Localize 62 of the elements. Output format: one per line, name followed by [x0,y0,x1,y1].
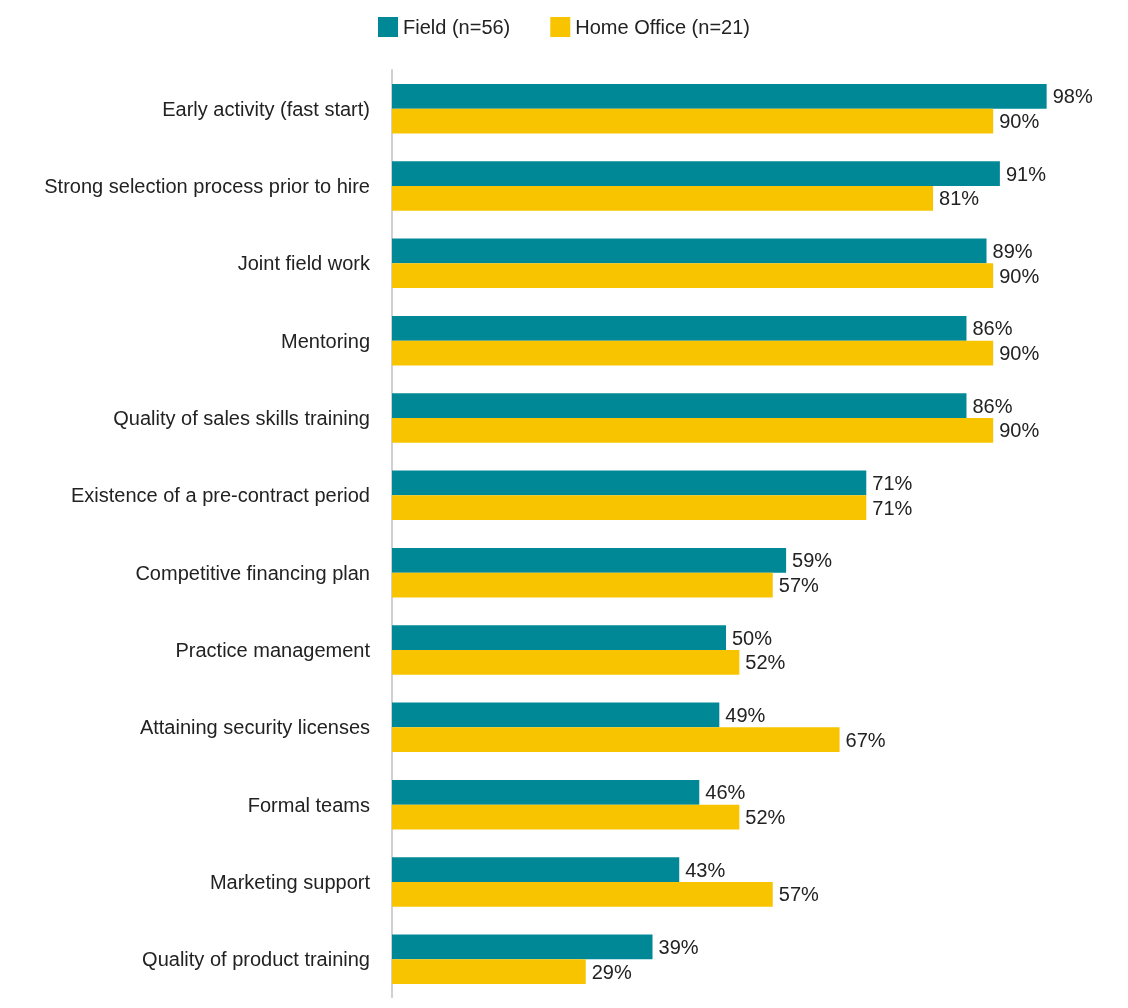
legend-label: Home Office (n=21) [575,16,750,38]
data-label: 86% [972,394,1013,417]
bar [392,263,994,289]
data-label: 59% [792,549,833,572]
bar [392,727,840,753]
bar [392,959,586,985]
data-label: 67% [845,728,886,751]
bar [392,186,934,211]
data-label: 86% [972,317,1013,340]
data-label: 81% [939,187,980,210]
data-label: 39% [658,935,699,958]
data-label: 98% [1052,85,1093,108]
data-label: 90% [999,110,1040,133]
data-label: 71% [872,471,913,494]
y-tick-label: Marketing support [209,871,371,893]
data-label: 52% [745,806,786,829]
data-label: 50% [732,626,773,649]
y-tick-label: Existence of a pre-contract period [70,484,370,507]
bar [392,650,740,675]
data-label: 90% [999,419,1040,442]
y-tick-label: Early activity (fast start) [162,97,370,120]
bar [392,495,867,521]
y-tick-label: Mentoring [281,329,370,352]
data-label: 46% [705,781,746,804]
bar [392,804,740,830]
data-label: 49% [725,703,766,726]
data-label: 29% [591,960,632,983]
bar [392,340,994,366]
data-label: 71% [872,496,913,519]
y-tick-label: Practice management [175,639,371,661]
y-tick-label: Quality of product training [142,948,370,971]
y-tick-label: Strong selection process prior to hire [44,175,370,197]
bar [392,934,653,960]
data-label: 89% [992,239,1033,262]
bar [392,393,967,418]
bar [392,779,700,805]
bar [392,547,787,573]
y-tick-label: Competitive financing plan [135,561,370,584]
y-tick-label: Formal teams [247,793,370,816]
bar [392,882,773,907]
data-label: 90% [999,264,1040,287]
bar [392,108,994,134]
bar [392,238,987,264]
data-label: 57% [778,574,820,597]
y-tick-label: Joint field work [237,252,371,275]
data-label: 90% [999,342,1040,365]
bar [392,161,1000,186]
y-tick-label: Quality of sales skills training [113,407,370,429]
data-label: 52% [745,651,786,674]
bar [392,702,720,728]
bar [392,857,680,882]
bar [392,572,773,598]
bar [392,418,994,443]
y-tick-label: Attaining security licenses [139,716,370,739]
bar [392,470,867,496]
legend-label: Field (n=56) [403,16,511,38]
data-label: 43% [685,858,726,881]
bar [392,625,726,650]
data-label: 91% [1005,162,1047,185]
bar [392,83,1047,109]
bar [392,315,967,341]
data-label: 57% [778,883,820,906]
